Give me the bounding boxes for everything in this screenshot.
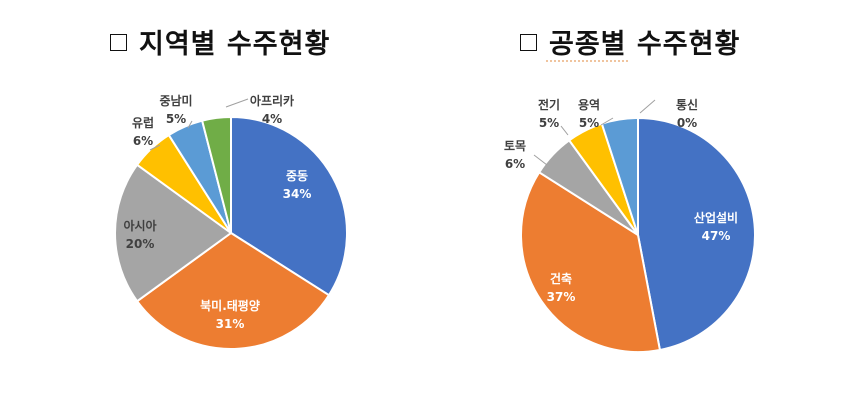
pie-slice-1-0 — [637, 116, 756, 352]
category-label-1-5: 통신 — [676, 97, 698, 112]
category-label-1-0: 산업설비 — [694, 210, 738, 225]
pie-slice-0-5 — [200, 115, 232, 234]
value-label-1-5: 0% — [677, 116, 697, 130]
chart-title-worktype: 공종별 수주현황 — [520, 22, 740, 61]
value-label-0-0: 34% — [283, 187, 312, 201]
category-label-0-4: 중남미 — [159, 93, 192, 108]
pie-slice-1-4 — [600, 116, 639, 236]
category-label-0-3: 유럽 — [132, 116, 154, 130]
leader-line-1-3 — [560, 125, 569, 136]
category-label-0-2: 아시아 — [123, 218, 156, 233]
category-label-0-5: 아프리카 — [250, 93, 294, 108]
value-label-0-3: 6% — [133, 134, 153, 148]
pie-slice-1-1 — [520, 170, 662, 353]
leader-line-0-3 — [149, 144, 161, 151]
value-label-0-4: 5% — [166, 112, 186, 126]
category-label-1-2: 토목 — [504, 139, 526, 153]
leader-line-1-4 — [600, 117, 614, 126]
leader-line-1-5 — [639, 99, 656, 114]
value-label-0-5: 4% — [262, 112, 282, 126]
leader-line-0-5 — [225, 98, 249, 108]
value-label-1-2: 6% — [505, 157, 525, 171]
chart-title-worktype-text: 공종별 수주현황 — [549, 29, 741, 60]
leader-line-1-2 — [533, 154, 548, 166]
value-label-0-2: 20% — [126, 237, 155, 251]
category-label-1-4: 용역 — [578, 97, 600, 112]
category-label-1-1: 건축 — [550, 271, 572, 286]
leader-line-0-4 — [187, 120, 193, 129]
category-label-0-0: 중동 — [286, 169, 308, 183]
value-label-1-3: 5% — [539, 116, 559, 130]
value-label-0-1: 31% — [216, 317, 245, 331]
category-label-0-1: 북미.태평양 — [200, 298, 260, 313]
value-label-1-0: 47% — [702, 229, 731, 243]
value-label-1-1: 37% — [547, 290, 576, 304]
value-label-1-4: 5% — [579, 116, 599, 130]
pie-slice-0-2 — [114, 163, 233, 303]
pie-slice-0-1 — [135, 231, 331, 350]
category-label-1-3: 전기 — [538, 97, 560, 112]
chart-title-region: 지역별 수주현황 — [110, 22, 330, 61]
checkbox-square-icon — [520, 34, 537, 51]
checkbox-square-icon — [110, 34, 127, 51]
chart-title-region-text: 지역별 수주현황 — [139, 29, 331, 60]
